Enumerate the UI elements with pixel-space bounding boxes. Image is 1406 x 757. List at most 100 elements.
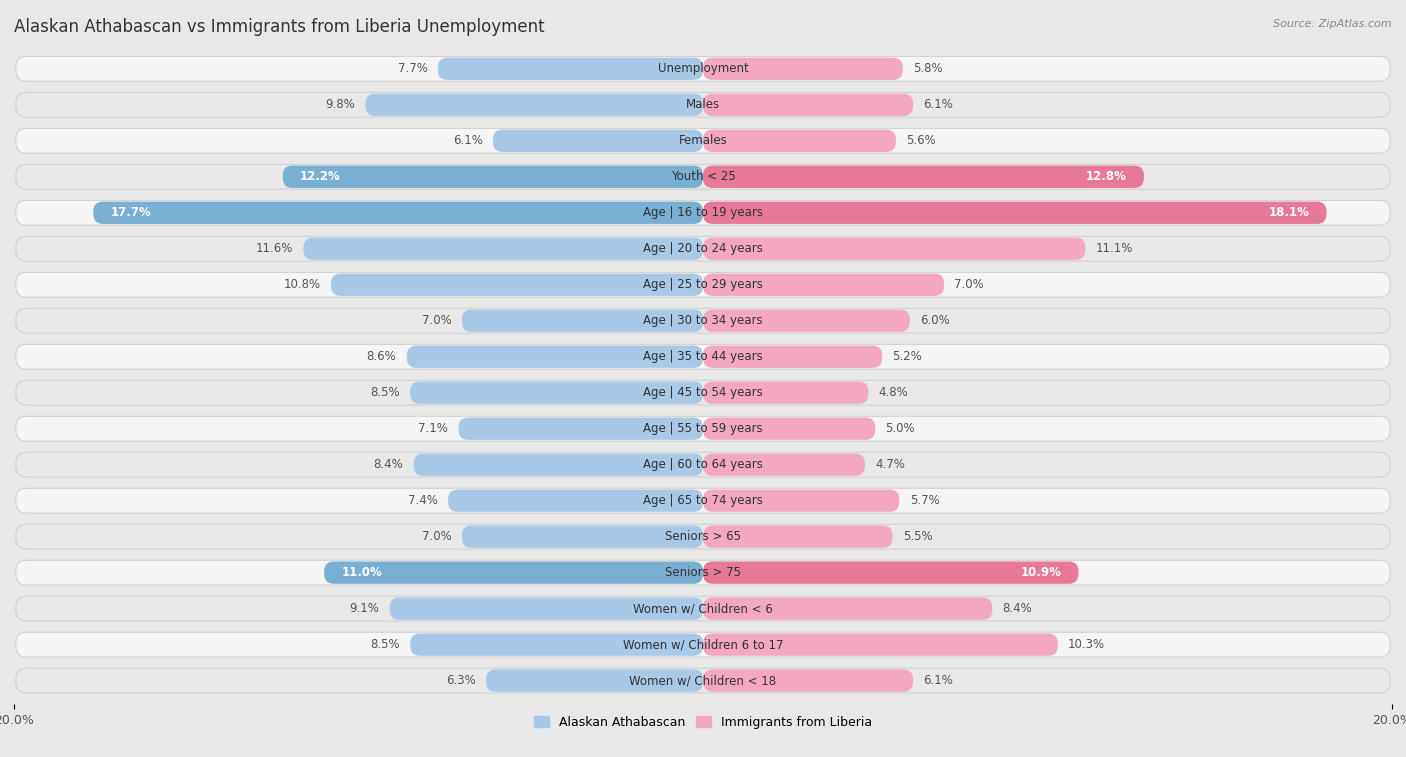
- FancyBboxPatch shape: [15, 416, 1391, 441]
- FancyBboxPatch shape: [458, 418, 703, 440]
- Text: 7.0%: 7.0%: [422, 314, 451, 327]
- Text: 18.1%: 18.1%: [1268, 206, 1309, 220]
- Text: 6.0%: 6.0%: [920, 314, 950, 327]
- FancyBboxPatch shape: [15, 560, 1391, 585]
- Text: Age | 60 to 64 years: Age | 60 to 64 years: [643, 458, 763, 471]
- Text: Alaskan Athabascan vs Immigrants from Liberia Unemployment: Alaskan Athabascan vs Immigrants from Li…: [14, 17, 544, 36]
- FancyBboxPatch shape: [411, 634, 703, 656]
- Text: 6.1%: 6.1%: [453, 134, 482, 148]
- Text: Women w/ Children 6 to 17: Women w/ Children 6 to 17: [623, 638, 783, 651]
- FancyBboxPatch shape: [703, 562, 1078, 584]
- Text: 8.6%: 8.6%: [367, 350, 396, 363]
- FancyBboxPatch shape: [15, 380, 1391, 405]
- FancyBboxPatch shape: [461, 310, 703, 332]
- Text: 7.7%: 7.7%: [398, 62, 427, 75]
- FancyBboxPatch shape: [413, 453, 703, 476]
- FancyBboxPatch shape: [703, 453, 865, 476]
- Text: 8.4%: 8.4%: [374, 458, 404, 471]
- FancyBboxPatch shape: [703, 166, 1144, 188]
- FancyBboxPatch shape: [703, 310, 910, 332]
- FancyBboxPatch shape: [15, 632, 1391, 657]
- Text: 8.5%: 8.5%: [370, 638, 399, 651]
- Text: Age | 16 to 19 years: Age | 16 to 19 years: [643, 206, 763, 220]
- Text: 5.0%: 5.0%: [886, 422, 915, 435]
- FancyBboxPatch shape: [15, 597, 1391, 621]
- Text: Age | 45 to 54 years: Age | 45 to 54 years: [643, 386, 763, 399]
- FancyBboxPatch shape: [323, 562, 703, 584]
- Text: Unemployment: Unemployment: [658, 62, 748, 75]
- Text: 5.6%: 5.6%: [907, 134, 936, 148]
- FancyBboxPatch shape: [461, 525, 703, 548]
- FancyBboxPatch shape: [330, 273, 703, 296]
- FancyBboxPatch shape: [93, 201, 703, 224]
- FancyBboxPatch shape: [15, 201, 1391, 225]
- Text: 6.3%: 6.3%: [446, 674, 475, 687]
- FancyBboxPatch shape: [304, 238, 703, 260]
- Text: 4.7%: 4.7%: [875, 458, 905, 471]
- Text: 7.0%: 7.0%: [422, 530, 451, 544]
- Text: 7.1%: 7.1%: [418, 422, 449, 435]
- FancyBboxPatch shape: [486, 669, 703, 692]
- Text: 7.0%: 7.0%: [955, 279, 984, 291]
- Text: 12.2%: 12.2%: [299, 170, 340, 183]
- FancyBboxPatch shape: [703, 382, 869, 404]
- FancyBboxPatch shape: [703, 58, 903, 80]
- FancyBboxPatch shape: [703, 201, 1326, 224]
- FancyBboxPatch shape: [703, 669, 912, 692]
- Text: Females: Females: [679, 134, 727, 148]
- Text: 4.8%: 4.8%: [879, 386, 908, 399]
- FancyBboxPatch shape: [366, 94, 703, 116]
- Text: Seniors > 65: Seniors > 65: [665, 530, 741, 544]
- Text: 12.8%: 12.8%: [1085, 170, 1126, 183]
- FancyBboxPatch shape: [15, 452, 1391, 477]
- FancyBboxPatch shape: [406, 345, 703, 368]
- FancyBboxPatch shape: [15, 92, 1391, 117]
- Text: Age | 35 to 44 years: Age | 35 to 44 years: [643, 350, 763, 363]
- Text: Age | 65 to 74 years: Age | 65 to 74 years: [643, 494, 763, 507]
- Text: 5.5%: 5.5%: [903, 530, 932, 544]
- FancyBboxPatch shape: [703, 634, 1057, 656]
- Text: 8.5%: 8.5%: [370, 386, 399, 399]
- Text: 6.1%: 6.1%: [924, 674, 953, 687]
- Text: 5.2%: 5.2%: [893, 350, 922, 363]
- Text: 5.8%: 5.8%: [912, 62, 943, 75]
- Text: 7.4%: 7.4%: [408, 494, 437, 507]
- Text: 11.6%: 11.6%: [256, 242, 292, 255]
- Text: 10.9%: 10.9%: [1021, 566, 1062, 579]
- FancyBboxPatch shape: [15, 56, 1391, 81]
- Text: Males: Males: [686, 98, 720, 111]
- FancyBboxPatch shape: [283, 166, 703, 188]
- FancyBboxPatch shape: [15, 344, 1391, 369]
- Text: 10.8%: 10.8%: [284, 279, 321, 291]
- FancyBboxPatch shape: [389, 597, 703, 620]
- FancyBboxPatch shape: [437, 58, 703, 80]
- FancyBboxPatch shape: [703, 273, 945, 296]
- Text: 6.1%: 6.1%: [924, 98, 953, 111]
- FancyBboxPatch shape: [15, 273, 1391, 298]
- FancyBboxPatch shape: [15, 525, 1391, 549]
- FancyBboxPatch shape: [703, 238, 1085, 260]
- Text: 9.1%: 9.1%: [349, 602, 380, 615]
- Text: 10.3%: 10.3%: [1069, 638, 1105, 651]
- Text: 11.0%: 11.0%: [342, 566, 382, 579]
- Text: Youth < 25: Youth < 25: [671, 170, 735, 183]
- Text: Women w/ Children < 6: Women w/ Children < 6: [633, 602, 773, 615]
- Text: Source: ZipAtlas.com: Source: ZipAtlas.com: [1274, 19, 1392, 29]
- FancyBboxPatch shape: [15, 308, 1391, 333]
- FancyBboxPatch shape: [703, 490, 900, 512]
- Text: Women w/ Children < 18: Women w/ Children < 18: [630, 674, 776, 687]
- FancyBboxPatch shape: [703, 418, 875, 440]
- FancyBboxPatch shape: [449, 490, 703, 512]
- Text: 11.1%: 11.1%: [1095, 242, 1133, 255]
- FancyBboxPatch shape: [411, 382, 703, 404]
- FancyBboxPatch shape: [703, 525, 893, 548]
- FancyBboxPatch shape: [703, 129, 896, 152]
- FancyBboxPatch shape: [703, 94, 912, 116]
- Text: 17.7%: 17.7%: [111, 206, 152, 220]
- Text: Age | 30 to 34 years: Age | 30 to 34 years: [643, 314, 763, 327]
- Text: 8.4%: 8.4%: [1002, 602, 1032, 615]
- FancyBboxPatch shape: [703, 345, 882, 368]
- Text: 9.8%: 9.8%: [325, 98, 356, 111]
- FancyBboxPatch shape: [494, 129, 703, 152]
- FancyBboxPatch shape: [15, 164, 1391, 189]
